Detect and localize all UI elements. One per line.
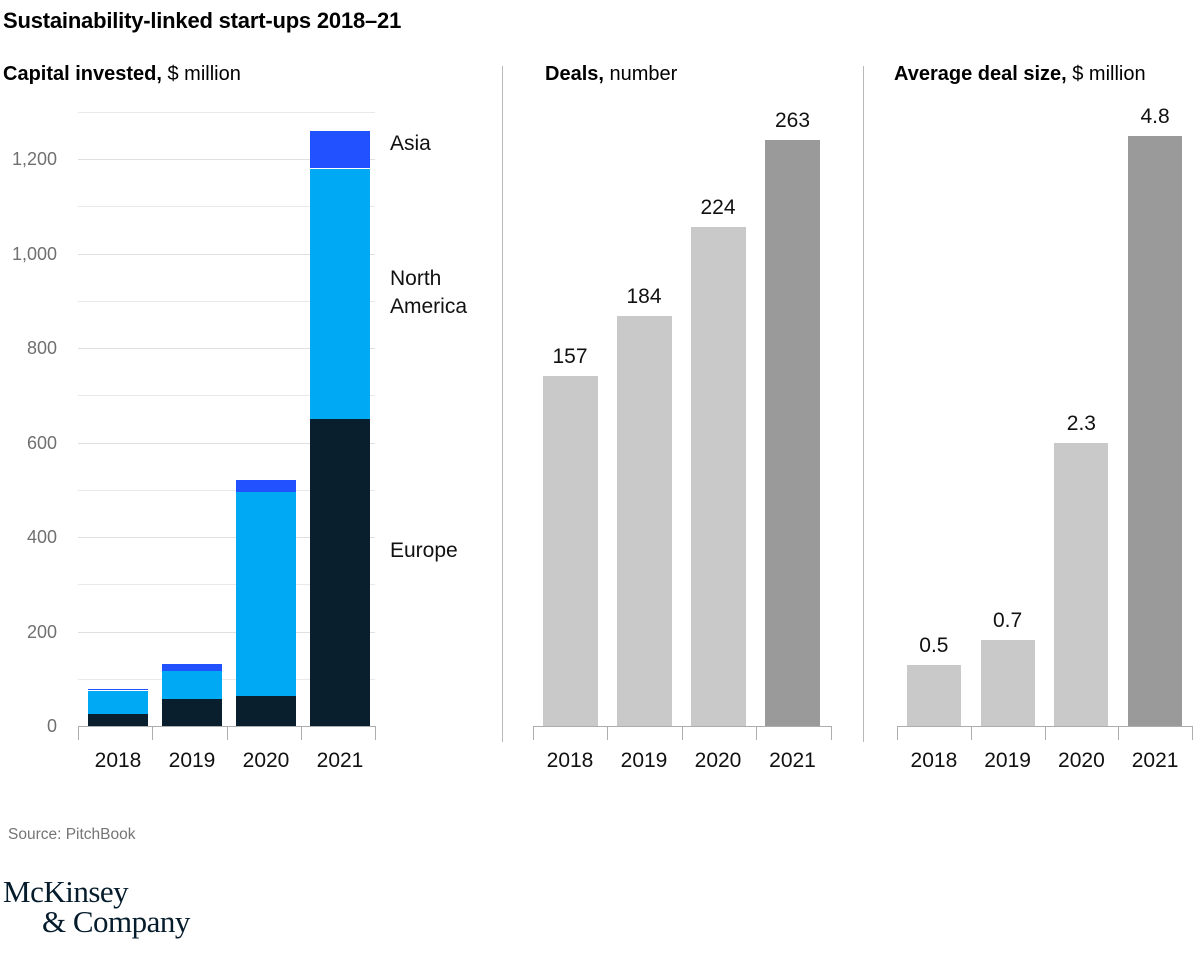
value-label: 263 bbox=[774, 109, 811, 132]
gridline bbox=[78, 489, 375, 491]
x-tick-label: 2020 bbox=[1058, 749, 1105, 772]
x-tick-label: 2019 bbox=[984, 749, 1031, 772]
gridline bbox=[78, 442, 375, 444]
value-label: 4.8 bbox=[1140, 105, 1170, 128]
axis-tick bbox=[1192, 726, 1193, 740]
y-tick-label: 200 bbox=[26, 621, 57, 642]
x-tick-label: 2020 bbox=[242, 749, 290, 772]
axis-tick bbox=[607, 726, 609, 740]
bar-segment-europe bbox=[88, 714, 148, 726]
panel-header-deals: Deals, number bbox=[545, 63, 677, 86]
bar-segment-north-america bbox=[236, 492, 296, 697]
panel-header-average-deal-size-unit: $ million bbox=[1072, 63, 1146, 85]
bar-segment-europe bbox=[236, 696, 296, 726]
axis-tick bbox=[533, 726, 534, 740]
y-tick-label: 1,000 bbox=[11, 243, 57, 264]
bar bbox=[980, 640, 1035, 726]
axis-tick bbox=[300, 726, 302, 740]
value-label: 157 bbox=[552, 345, 588, 369]
axis-tick bbox=[681, 726, 683, 740]
bar bbox=[906, 664, 961, 726]
bar-segment-asia bbox=[162, 663, 222, 671]
axis-tick bbox=[1044, 726, 1046, 740]
mckinsey-logo: McKinsey & Company bbox=[3, 874, 190, 939]
value-label: 224 bbox=[700, 195, 736, 219]
bar-segment-north-america bbox=[162, 670, 222, 700]
bar bbox=[542, 376, 598, 726]
panel-divider-2 bbox=[863, 66, 864, 742]
bar bbox=[1054, 443, 1109, 726]
axis-tick bbox=[897, 726, 898, 740]
x-tick-label: 2019 bbox=[168, 749, 216, 772]
bar-segment-asia bbox=[310, 130, 370, 169]
y-tick-label: 600 bbox=[26, 432, 57, 453]
legend-label-asia: Asia bbox=[390, 132, 431, 155]
gridline bbox=[78, 395, 375, 397]
gridline bbox=[78, 537, 375, 538]
gridline bbox=[78, 159, 375, 160]
y-tick-label: 0 bbox=[46, 716, 57, 736]
bar bbox=[690, 226, 746, 726]
chart-title: Sustainability-linked start-ups 2018–21 bbox=[3, 8, 402, 33]
value-label: 184 bbox=[626, 285, 662, 308]
bar bbox=[616, 316, 672, 726]
x-tick-label: 2021 bbox=[316, 749, 364, 772]
logo-line1: McKinsey bbox=[3, 874, 129, 909]
panel-header-capital-invested-unit: $ million bbox=[167, 63, 241, 85]
panel-header-capital-invested-bold: Capital invested, bbox=[3, 63, 162, 85]
axis-tick bbox=[152, 726, 154, 740]
bar-segment-north-america bbox=[88, 690, 148, 715]
value-label: 0.5 bbox=[919, 633, 949, 657]
axis-tick bbox=[1118, 726, 1120, 740]
bar-segment-europe bbox=[310, 418, 370, 726]
y-tick-label: 800 bbox=[26, 338, 57, 358]
panel-header-average-deal-size: Average deal size, $ million bbox=[894, 63, 1146, 86]
x-tick-label: 2019 bbox=[620, 749, 668, 772]
axis-line bbox=[533, 726, 831, 727]
x-tick-label: 2018 bbox=[910, 749, 958, 772]
panel-header-deals-bold: Deals, bbox=[545, 63, 604, 85]
value-label: 0.7 bbox=[992, 609, 1023, 632]
gridline bbox=[78, 253, 375, 255]
x-tick-label: 2021 bbox=[769, 749, 816, 772]
bar bbox=[1128, 136, 1183, 726]
axis-tick bbox=[226, 726, 228, 740]
bar-segment-north-america bbox=[310, 168, 370, 419]
bar-segment-asia bbox=[88, 689, 148, 691]
y-tick-label: 400 bbox=[26, 527, 57, 547]
axis-tick bbox=[78, 726, 79, 740]
x-tick-label: 2018 bbox=[546, 749, 594, 772]
panel-header-capital-invested: Capital invested, $ million bbox=[3, 63, 241, 86]
gridline bbox=[78, 678, 375, 680]
panel-header-average-deal-size-bold: Average deal size, bbox=[894, 63, 1067, 85]
y-tick-label: 1,200 bbox=[11, 149, 57, 169]
axis-tick bbox=[756, 726, 758, 740]
gridline bbox=[78, 300, 375, 302]
panel-divider-1 bbox=[502, 66, 503, 742]
x-tick-label: 2020 bbox=[694, 749, 742, 772]
legend-label-north-america: North America bbox=[390, 267, 468, 318]
axis-tick bbox=[830, 726, 832, 740]
x-tick-label: 2018 bbox=[94, 749, 142, 772]
bar bbox=[765, 140, 820, 726]
axis-tick bbox=[375, 726, 376, 740]
gridline bbox=[78, 111, 375, 113]
panel-header-deals-unit: number bbox=[609, 63, 678, 85]
gridline bbox=[78, 206, 375, 208]
gridline bbox=[78, 584, 375, 586]
legend-label-europe: Europe bbox=[390, 539, 458, 562]
value-label: 2.3 bbox=[1066, 412, 1096, 436]
gridline bbox=[78, 631, 375, 633]
gridline bbox=[78, 348, 375, 349]
bar-segment-europe bbox=[162, 699, 222, 726]
logo-line2: & Company bbox=[42, 904, 190, 939]
bar-segment-asia bbox=[236, 480, 296, 493]
source-note: Source: PitchBook bbox=[8, 826, 136, 843]
axis-tick bbox=[970, 726, 972, 740]
x-tick-label: 2021 bbox=[1131, 749, 1179, 772]
